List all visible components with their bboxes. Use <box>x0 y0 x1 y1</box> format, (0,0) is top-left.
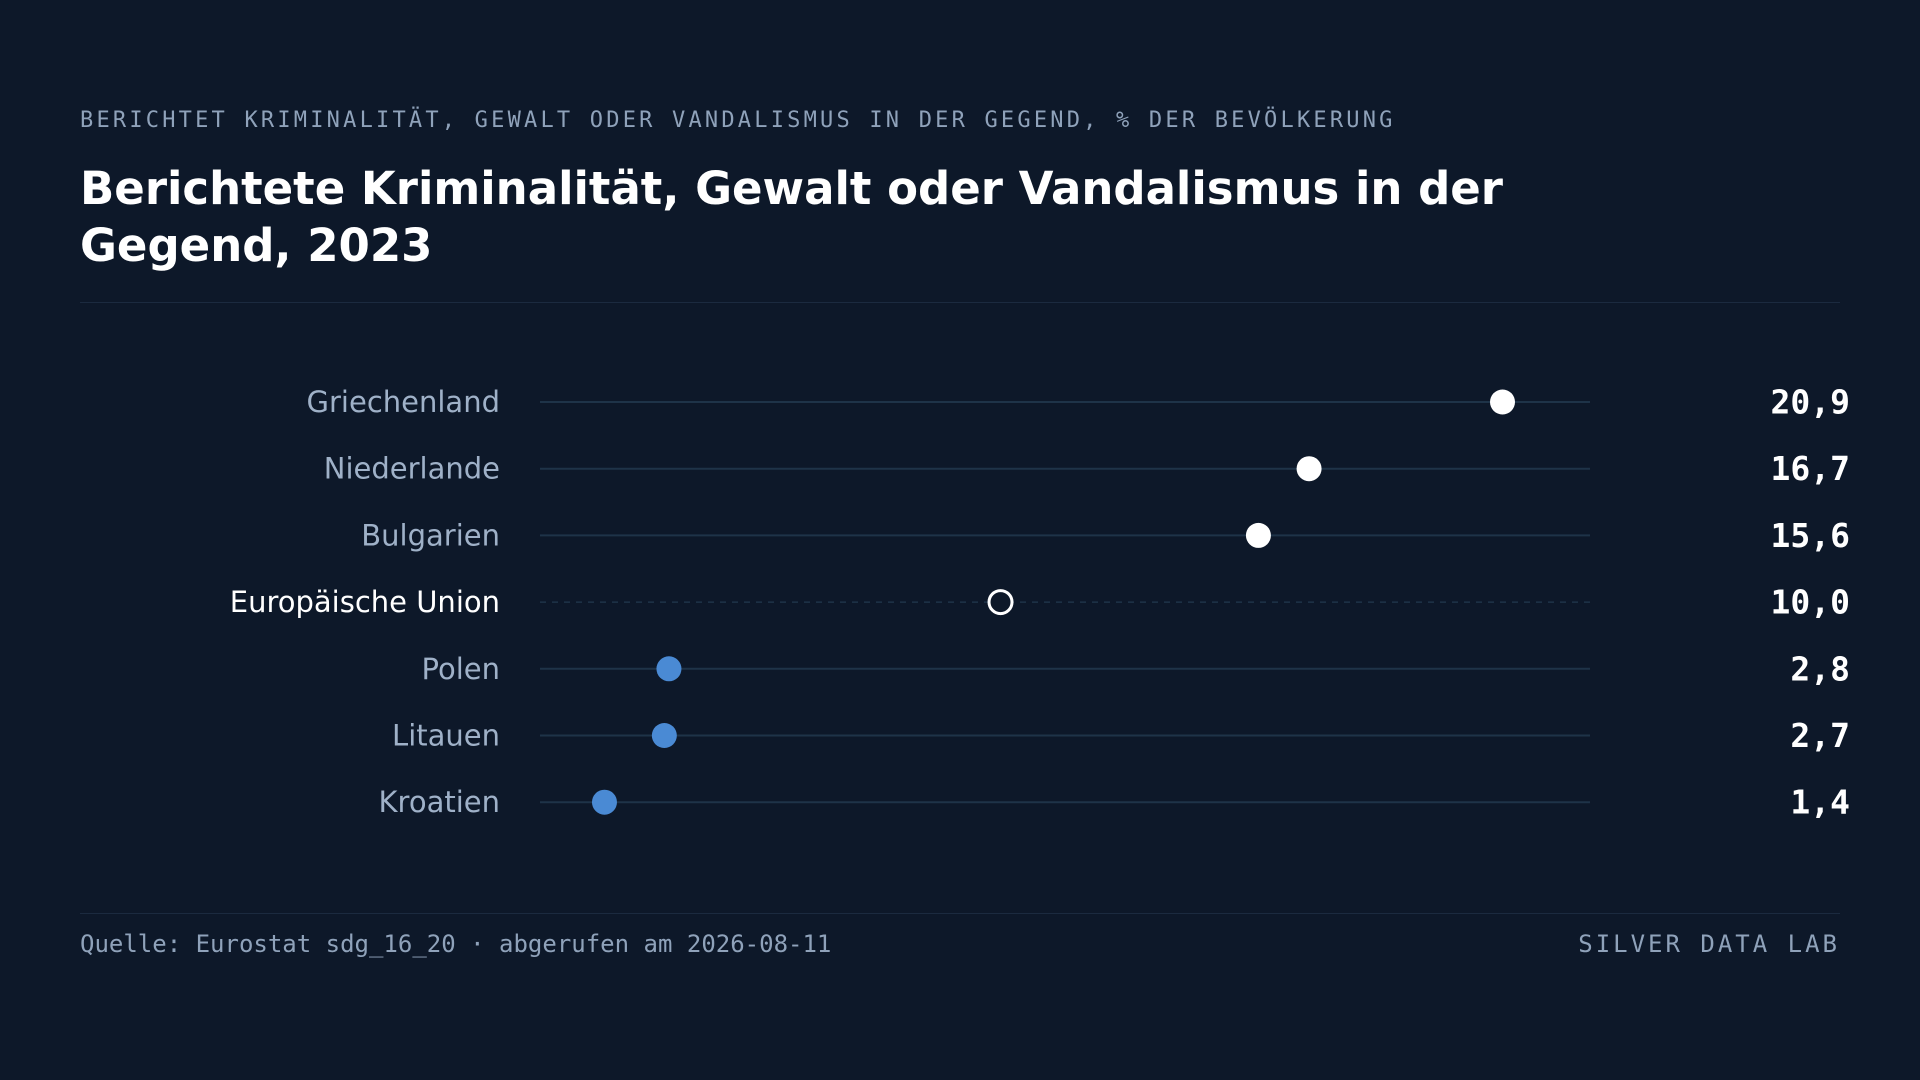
value-label-niederlande: 16,7 <box>1771 449 1850 488</box>
brand-label: SILVER DATA LAB <box>1578 930 1840 958</box>
chart-kicker: BERICHTET KRIMINALITÄT, GEWALT ODER VAND… <box>80 108 1396 133</box>
data-point-litauen <box>651 723 677 748</box>
category-label-kroatien: Kroatien <box>379 785 500 819</box>
data-point-polen <box>656 656 682 682</box>
source-note: Quelle: Eurostat sdg_16_20 · abgerufen a… <box>80 930 832 958</box>
data-point-bulgarien <box>1245 522 1271 548</box>
data-point-europäische-union <box>987 589 1014 616</box>
data-point-niederlande <box>1296 456 1322 482</box>
category-label-niederlande: Niederlande <box>324 452 500 486</box>
value-label-griechenland: 20,9 <box>1771 383 1850 422</box>
value-label-kroatien: 1,4 <box>1790 783 1850 822</box>
footer-divider <box>80 913 1840 914</box>
category-label-bulgarien: Bulgarien <box>361 518 500 552</box>
category-label-polen: Polen <box>422 652 500 686</box>
data-point-kroatien <box>591 789 617 815</box>
chart-title: Berichtete Kriminalität, Gewalt oder Van… <box>80 162 1503 272</box>
value-label-polen: 2,8 <box>1790 649 1850 688</box>
category-label-litauen: Litauen <box>392 719 500 753</box>
value-label-litauen: 2,7 <box>1790 716 1850 755</box>
value-label-europäische-union: 10,0 <box>1771 583 1850 622</box>
data-point-griechenland <box>1490 389 1515 415</box>
category-label-europäische-union: Europäische Union <box>230 585 500 619</box>
header-divider <box>80 302 1840 303</box>
value-label-bulgarien: 15,6 <box>1771 516 1850 555</box>
category-label-griechenland: Griechenland <box>307 385 500 419</box>
